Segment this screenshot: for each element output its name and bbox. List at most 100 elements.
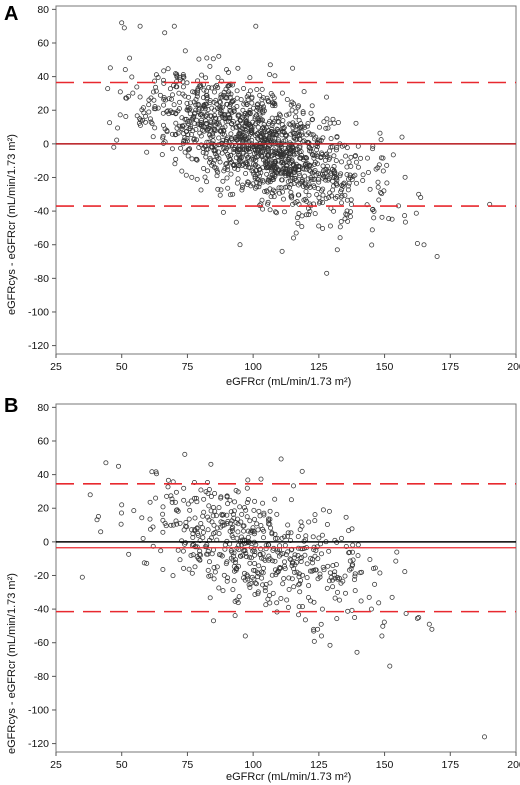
data-point	[348, 163, 354, 169]
data-point	[228, 136, 234, 141]
data-point	[300, 124, 305, 130]
data-point	[252, 147, 258, 153]
data-point	[377, 130, 383, 136]
data-point	[235, 176, 241, 182]
data-point	[214, 564, 220, 570]
data-point	[222, 542, 228, 548]
data-point	[296, 117, 302, 123]
data-point	[197, 130, 203, 136]
data-point	[288, 131, 294, 137]
data-point	[119, 502, 125, 508]
data-point	[339, 535, 344, 541]
x-tick-label: 50	[116, 361, 128, 373]
data-point	[304, 575, 310, 581]
data-point	[174, 521, 180, 527]
data-point	[296, 582, 302, 588]
data-point	[315, 177, 321, 183]
data-point	[169, 131, 175, 137]
data-point	[252, 552, 257, 558]
data-point	[127, 55, 133, 61]
x-tick-label: 200	[507, 759, 520, 771]
data-point	[167, 86, 173, 92]
data-point	[315, 576, 321, 582]
data-point	[247, 165, 253, 171]
data-point	[111, 144, 117, 150]
data-point	[192, 121, 198, 127]
data-point	[292, 164, 298, 170]
data-point	[163, 523, 169, 529]
y-tick-label: -60	[34, 239, 49, 251]
data-point	[324, 522, 330, 527]
data-point	[210, 56, 216, 62]
data-point	[221, 128, 227, 134]
data-point	[256, 563, 262, 569]
data-point	[327, 120, 333, 126]
data-point	[324, 163, 330, 169]
data-point	[206, 85, 212, 91]
data-point	[254, 87, 260, 92]
data-point	[262, 557, 268, 563]
data-point	[227, 497, 233, 503]
data-point	[220, 209, 226, 215]
data-point	[252, 498, 258, 504]
data-point	[193, 495, 199, 501]
data-point	[327, 190, 333, 196]
data-point	[160, 517, 166, 523]
data-point	[224, 521, 230, 527]
data-point	[327, 570, 333, 576]
data-point	[330, 584, 336, 590]
data-point	[172, 499, 178, 505]
data-point	[378, 155, 384, 161]
data-point	[272, 158, 278, 164]
data-point	[169, 96, 174, 102]
data-point	[219, 78, 225, 84]
data-point	[208, 118, 214, 124]
data-point	[158, 548, 164, 554]
data-point	[269, 164, 275, 170]
data-point	[331, 153, 337, 159]
data-point	[305, 176, 311, 182]
data-point	[285, 604, 291, 610]
data-point	[284, 184, 290, 190]
data-point	[198, 187, 204, 193]
data-point	[201, 509, 207, 515]
data-point	[172, 161, 178, 167]
data-point	[269, 100, 275, 106]
data-point	[272, 567, 278, 573]
data-point	[183, 129, 189, 135]
data-point	[308, 148, 314, 154]
data-point	[228, 131, 234, 137]
data-point	[317, 571, 323, 577]
data-point	[283, 153, 289, 159]
data-point	[216, 53, 222, 59]
data-point	[297, 173, 303, 179]
data-point	[228, 509, 234, 515]
data-point	[94, 517, 100, 523]
plot-frame	[55, 403, 517, 753]
data-point	[347, 549, 352, 555]
data-point	[242, 124, 248, 129]
data-point	[247, 75, 253, 81]
data-point	[348, 209, 353, 215]
data-point	[236, 162, 242, 168]
data-point	[263, 165, 269, 171]
data-point	[190, 535, 196, 540]
data-point	[223, 119, 229, 125]
data-point	[352, 588, 358, 594]
data-point	[187, 126, 193, 131]
data-point	[253, 121, 259, 127]
data-point	[225, 185, 231, 191]
data-point	[181, 565, 187, 571]
data-point	[324, 270, 330, 276]
data-point	[201, 496, 207, 502]
data-point	[143, 119, 148, 125]
data-point	[244, 147, 250, 153]
data-point	[207, 98, 213, 103]
data-point	[263, 582, 269, 587]
data-point	[285, 530, 291, 536]
data-point	[230, 524, 236, 530]
data-point	[235, 521, 241, 527]
data-point	[291, 584, 297, 590]
data-point	[266, 542, 272, 548]
data-point	[326, 548, 332, 554]
